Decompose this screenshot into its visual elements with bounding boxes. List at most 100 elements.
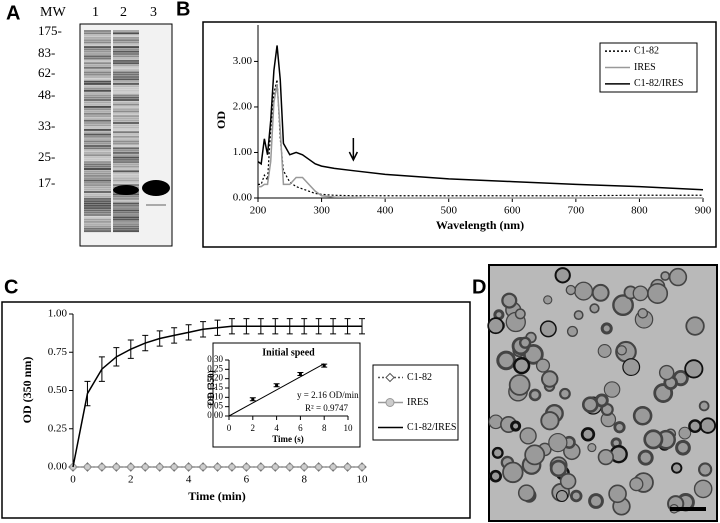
particle xyxy=(668,267,688,287)
x-tick-label: 400 xyxy=(377,205,394,217)
particle xyxy=(524,444,546,466)
band xyxy=(113,96,139,99)
particle xyxy=(581,396,599,413)
band xyxy=(142,180,170,196)
band xyxy=(113,43,139,46)
particle xyxy=(688,419,702,433)
band xyxy=(113,122,139,124)
y-tick-label: 0.05 xyxy=(207,401,223,411)
band xyxy=(113,172,139,175)
band xyxy=(113,55,139,58)
y-tick-label: 0.00 xyxy=(207,410,223,420)
marker xyxy=(286,463,294,471)
y-tick-label: 0.30 xyxy=(207,354,223,364)
band xyxy=(113,32,139,35)
legend-label: IRES xyxy=(407,397,429,408)
band xyxy=(84,135,111,138)
band xyxy=(84,131,111,134)
legend-marker xyxy=(385,398,395,407)
band xyxy=(84,112,111,115)
band xyxy=(113,89,139,92)
band xyxy=(84,128,111,131)
y-tick-label: 0.20 xyxy=(207,373,223,383)
particle xyxy=(591,283,610,302)
band xyxy=(84,179,111,182)
particle xyxy=(647,282,669,304)
x-tick-label: 500 xyxy=(440,205,457,217)
band xyxy=(84,96,111,99)
band xyxy=(84,101,111,104)
x-tick-label: 8 xyxy=(301,474,307,486)
band xyxy=(84,87,111,90)
mw-label: 48- xyxy=(38,87,55,102)
band xyxy=(84,30,111,32)
particle xyxy=(514,308,526,320)
mw-label: 83- xyxy=(38,45,55,60)
particle xyxy=(612,294,634,317)
band xyxy=(113,197,139,200)
band xyxy=(113,59,139,62)
marker xyxy=(156,463,164,471)
particle xyxy=(597,448,614,466)
band xyxy=(84,156,111,159)
particle xyxy=(540,370,559,388)
band xyxy=(113,117,139,120)
particle xyxy=(559,472,577,490)
error-bar xyxy=(98,356,105,382)
band xyxy=(113,78,139,81)
y-tick-label: 3.00 xyxy=(233,55,253,67)
particle xyxy=(699,417,717,434)
particle xyxy=(519,427,537,445)
band xyxy=(113,207,139,210)
y-tick-label: 0.00 xyxy=(48,461,68,473)
particle xyxy=(658,364,675,381)
band xyxy=(113,211,139,214)
x-tick-label: 2 xyxy=(251,423,256,433)
marker xyxy=(141,463,149,471)
band xyxy=(84,181,111,184)
x-tick-label: 600 xyxy=(504,205,521,217)
band xyxy=(84,103,111,106)
x-axis-label: Time (min) xyxy=(188,489,245,503)
x-tick-label: 8 xyxy=(322,423,327,433)
band xyxy=(113,99,139,101)
band xyxy=(84,50,111,53)
error-bar xyxy=(127,339,134,359)
y-axis-label: OD xyxy=(214,111,228,129)
particle xyxy=(517,484,536,502)
band xyxy=(113,66,139,69)
band xyxy=(113,71,139,74)
x-tick-label: 6 xyxy=(244,474,250,486)
error-bar xyxy=(257,318,264,335)
band xyxy=(84,202,111,205)
band xyxy=(113,177,139,180)
band xyxy=(84,204,111,207)
band xyxy=(113,156,139,159)
band xyxy=(113,34,139,37)
band xyxy=(84,184,111,187)
band xyxy=(113,57,139,60)
band xyxy=(113,179,139,182)
legend-label: IRES xyxy=(634,62,656,73)
error-bar xyxy=(142,334,149,352)
arrow xyxy=(348,138,359,162)
gel-header: 3 xyxy=(150,5,157,20)
legend-label: C1-82/IRES xyxy=(407,422,456,433)
band xyxy=(113,214,139,216)
band xyxy=(113,204,139,207)
point xyxy=(251,397,255,401)
marker xyxy=(112,463,120,471)
x-tick-label: 10 xyxy=(344,423,354,433)
particle xyxy=(622,358,641,377)
band xyxy=(84,34,111,37)
panel-label: A xyxy=(6,2,20,24)
band xyxy=(84,163,111,166)
band xyxy=(113,30,139,32)
y-tick-label: 1.00 xyxy=(233,146,253,158)
particle xyxy=(569,489,583,503)
band xyxy=(113,53,139,55)
particle xyxy=(548,432,568,453)
band xyxy=(84,158,111,161)
panel-label: C xyxy=(4,276,18,298)
